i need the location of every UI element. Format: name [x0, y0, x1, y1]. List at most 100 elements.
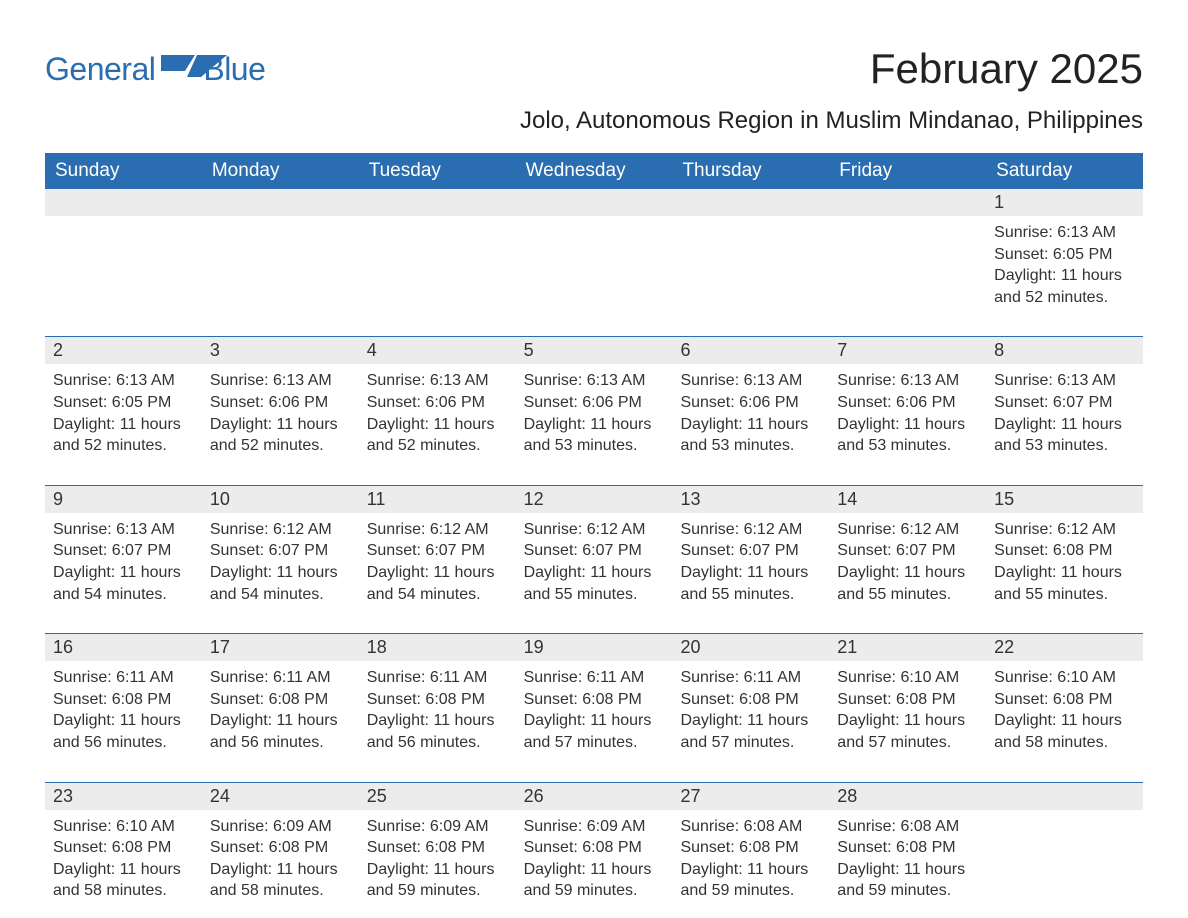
sunset-line: Sunset: 6:07 PM [367, 540, 508, 562]
sunrise-line: Sunrise: 6:13 AM [680, 370, 821, 392]
sunset-line: Sunset: 6:08 PM [680, 689, 821, 711]
daylight-line: Daylight: 11 hours and 59 minutes. [680, 859, 821, 902]
sunset-line: Sunset: 6:08 PM [210, 837, 351, 859]
daylight-line: Daylight: 11 hours and 52 minutes. [210, 414, 351, 457]
day-number: 7 [829, 337, 986, 364]
day-number: 25 [359, 783, 516, 810]
sunset-line: Sunset: 6:06 PM [210, 392, 351, 414]
daylight-line: Daylight: 11 hours and 58 minutes. [210, 859, 351, 902]
sunrise-line: Sunrise: 6:10 AM [53, 816, 194, 838]
logo-text-general: General [45, 51, 155, 88]
daylight-line: Daylight: 11 hours and 58 minutes. [994, 710, 1135, 753]
calendar-day-cell: 11Sunrise: 6:12 AMSunset: 6:07 PMDayligh… [359, 486, 516, 605]
calendar-day-cell: 7Sunrise: 6:13 AMSunset: 6:06 PMDaylight… [829, 337, 986, 456]
daylight-line: Daylight: 11 hours and 54 minutes. [210, 562, 351, 605]
calendar-day-cell: 21Sunrise: 6:10 AMSunset: 6:08 PMDayligh… [829, 634, 986, 753]
sunset-line: Sunset: 6:08 PM [994, 689, 1135, 711]
day-number: 19 [516, 634, 673, 661]
sunrise-line: Sunrise: 6:11 AM [210, 667, 351, 689]
day-number [672, 189, 829, 216]
sunset-line: Sunset: 6:07 PM [524, 540, 665, 562]
sunset-line: Sunset: 6:07 PM [994, 392, 1135, 414]
calendar-day-cell [45, 189, 202, 308]
sunset-line: Sunset: 6:08 PM [53, 837, 194, 859]
day-details: Sunrise: 6:13 AMSunset: 6:07 PMDaylight:… [986, 364, 1143, 456]
daylight-line: Daylight: 11 hours and 55 minutes. [524, 562, 665, 605]
day-number: 17 [202, 634, 359, 661]
calendar-day-cell [986, 783, 1143, 902]
calendar-day-cell: 2Sunrise: 6:13 AMSunset: 6:05 PMDaylight… [45, 337, 202, 456]
daylight-line: Daylight: 11 hours and 56 minutes. [210, 710, 351, 753]
day-number: 22 [986, 634, 1143, 661]
daylight-line: Daylight: 11 hours and 52 minutes. [367, 414, 508, 457]
day-details: Sunrise: 6:11 AMSunset: 6:08 PMDaylight:… [359, 661, 516, 753]
day-number: 26 [516, 783, 673, 810]
day-number: 12 [516, 486, 673, 513]
sunrise-line: Sunrise: 6:09 AM [524, 816, 665, 838]
calendar-week: 16Sunrise: 6:11 AMSunset: 6:08 PMDayligh… [45, 633, 1143, 753]
weekday-header: Monday [202, 153, 359, 189]
sunrise-line: Sunrise: 6:12 AM [680, 519, 821, 541]
daylight-line: Daylight: 11 hours and 56 minutes. [367, 710, 508, 753]
day-number [202, 189, 359, 216]
sunset-line: Sunset: 6:07 PM [837, 540, 978, 562]
daylight-line: Daylight: 11 hours and 54 minutes. [367, 562, 508, 605]
day-details: Sunrise: 6:11 AMSunset: 6:08 PMDaylight:… [202, 661, 359, 753]
day-details: Sunrise: 6:11 AMSunset: 6:08 PMDaylight:… [45, 661, 202, 753]
day-details: Sunrise: 6:08 AMSunset: 6:08 PMDaylight:… [672, 810, 829, 902]
calendar-week: 23Sunrise: 6:10 AMSunset: 6:08 PMDayligh… [45, 782, 1143, 902]
day-number [45, 189, 202, 216]
sunset-line: Sunset: 6:06 PM [680, 392, 821, 414]
sunrise-line: Sunrise: 6:12 AM [994, 519, 1135, 541]
day-number: 18 [359, 634, 516, 661]
daylight-line: Daylight: 11 hours and 53 minutes. [994, 414, 1135, 457]
sunset-line: Sunset: 6:08 PM [210, 689, 351, 711]
sunrise-line: Sunrise: 6:11 AM [524, 667, 665, 689]
day-details: Sunrise: 6:13 AMSunset: 6:05 PMDaylight:… [45, 364, 202, 456]
weekday-header: Tuesday [359, 153, 516, 189]
sunrise-line: Sunrise: 6:13 AM [53, 370, 194, 392]
sunrise-line: Sunrise: 6:08 AM [837, 816, 978, 838]
calendar-week: 9Sunrise: 6:13 AMSunset: 6:07 PMDaylight… [45, 485, 1143, 605]
sunrise-line: Sunrise: 6:13 AM [53, 519, 194, 541]
day-details: Sunrise: 6:12 AMSunset: 6:07 PMDaylight:… [359, 513, 516, 605]
calendar-week: 2Sunrise: 6:13 AMSunset: 6:05 PMDaylight… [45, 336, 1143, 456]
day-number: 24 [202, 783, 359, 810]
calendar-day-cell: 17Sunrise: 6:11 AMSunset: 6:08 PMDayligh… [202, 634, 359, 753]
day-details: Sunrise: 6:09 AMSunset: 6:08 PMDaylight:… [202, 810, 359, 902]
sunrise-line: Sunrise: 6:12 AM [524, 519, 665, 541]
day-number: 4 [359, 337, 516, 364]
weekday-header: Sunday [45, 153, 202, 189]
day-details: Sunrise: 6:12 AMSunset: 6:07 PMDaylight:… [829, 513, 986, 605]
sunset-line: Sunset: 6:08 PM [524, 837, 665, 859]
daylight-line: Daylight: 11 hours and 55 minutes. [837, 562, 978, 605]
sunrise-line: Sunrise: 6:13 AM [524, 370, 665, 392]
weekday-header: Wednesday [516, 153, 673, 189]
calendar-day-cell: 10Sunrise: 6:12 AMSunset: 6:07 PMDayligh… [202, 486, 359, 605]
daylight-line: Daylight: 11 hours and 57 minutes. [837, 710, 978, 753]
sunset-line: Sunset: 6:06 PM [367, 392, 508, 414]
day-details: Sunrise: 6:10 AMSunset: 6:08 PMDaylight:… [986, 661, 1143, 753]
calendar-day-cell: 1Sunrise: 6:13 AMSunset: 6:05 PMDaylight… [986, 189, 1143, 308]
day-number: 3 [202, 337, 359, 364]
header: General Blue February 2025 Jolo, Autonom… [45, 45, 1143, 147]
daylight-line: Daylight: 11 hours and 53 minutes. [837, 414, 978, 457]
sunset-line: Sunset: 6:07 PM [210, 540, 351, 562]
sunset-line: Sunset: 6:08 PM [53, 689, 194, 711]
day-number: 16 [45, 634, 202, 661]
day-number [829, 189, 986, 216]
sunrise-line: Sunrise: 6:11 AM [680, 667, 821, 689]
calendar-day-cell: 19Sunrise: 6:11 AMSunset: 6:08 PMDayligh… [516, 634, 673, 753]
day-number: 13 [672, 486, 829, 513]
day-number: 1 [986, 189, 1143, 216]
daylight-line: Daylight: 11 hours and 57 minutes. [524, 710, 665, 753]
daylight-line: Daylight: 11 hours and 56 minutes. [53, 710, 194, 753]
sunrise-line: Sunrise: 6:11 AM [53, 667, 194, 689]
day-number: 27 [672, 783, 829, 810]
day-number [359, 189, 516, 216]
calendar-day-cell: 16Sunrise: 6:11 AMSunset: 6:08 PMDayligh… [45, 634, 202, 753]
sunrise-line: Sunrise: 6:12 AM [367, 519, 508, 541]
calendar-day-cell [359, 189, 516, 308]
calendar-day-cell: 8Sunrise: 6:13 AMSunset: 6:07 PMDaylight… [986, 337, 1143, 456]
sunrise-line: Sunrise: 6:09 AM [210, 816, 351, 838]
